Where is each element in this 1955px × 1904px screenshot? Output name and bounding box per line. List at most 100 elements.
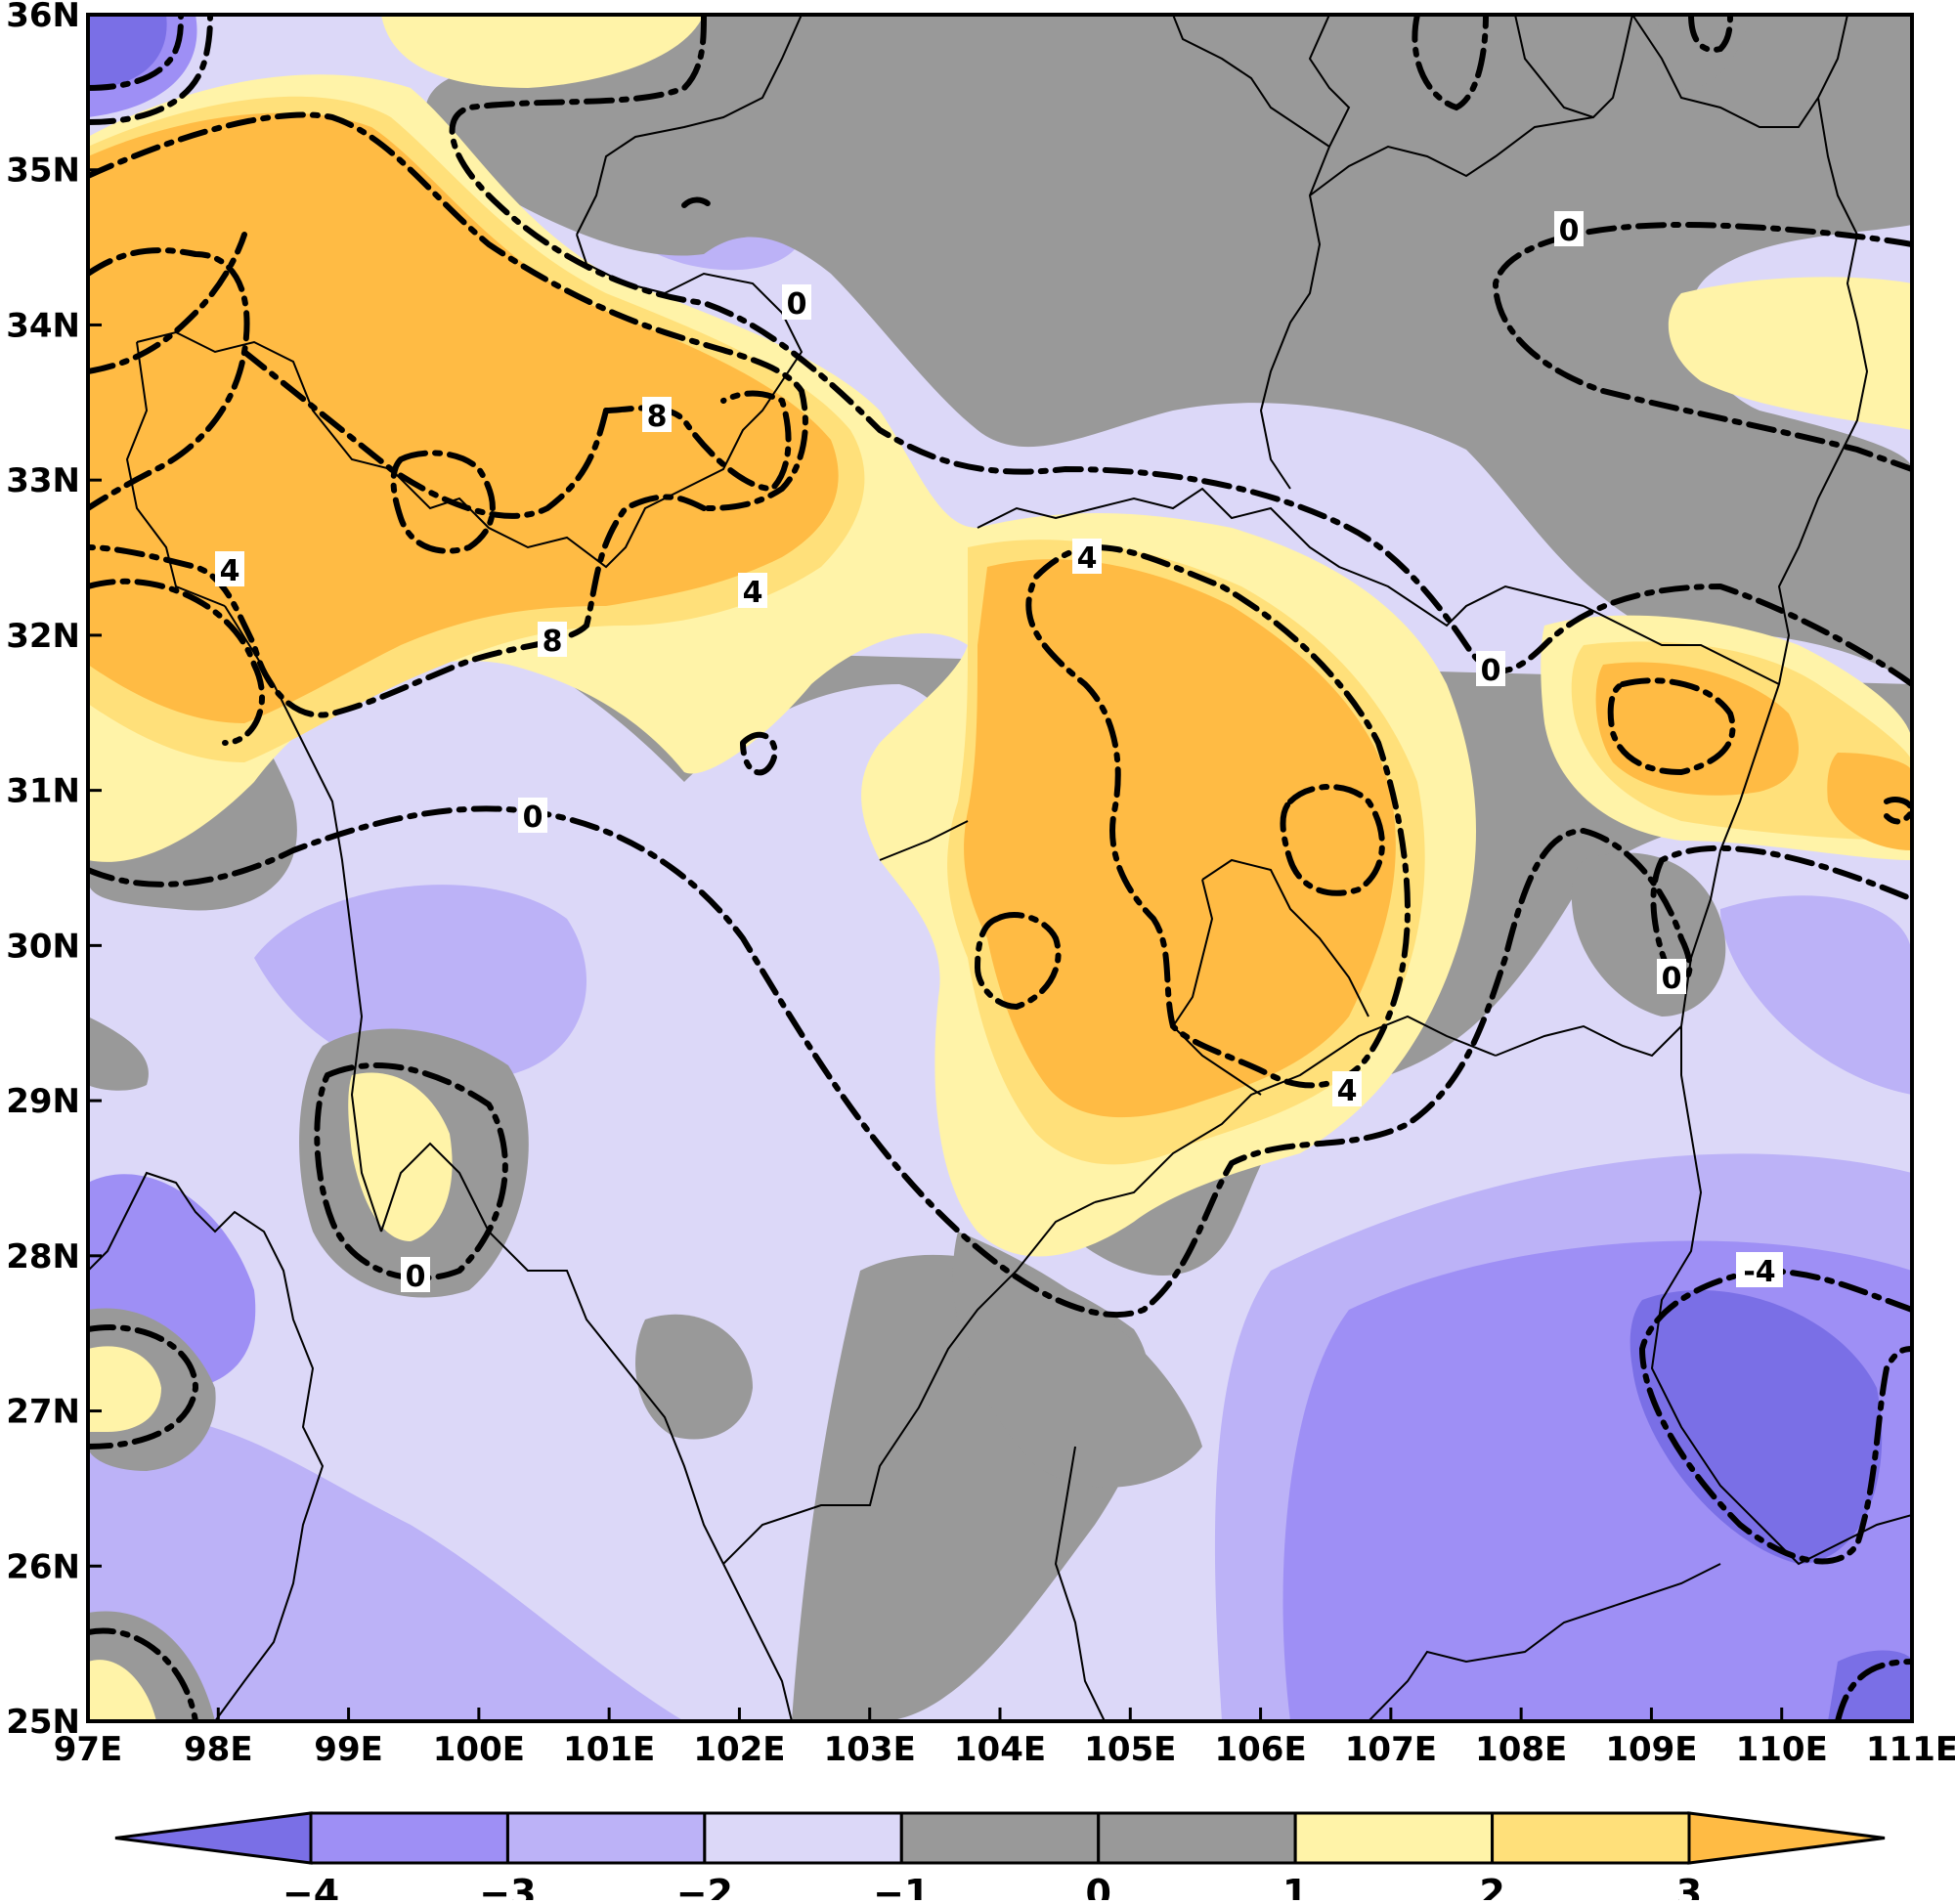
contour-label-box [782, 284, 811, 320]
boundary-line [1368, 1563, 1721, 1721]
y-tick-label: 32N [6, 617, 80, 656]
contour-label-box [1554, 211, 1584, 246]
x-tick-label: 103E [824, 1730, 916, 1769]
y-tick-label: 34N [6, 306, 80, 345]
colorbar-label: 3 [1676, 1872, 1702, 1900]
colorbar-label: 0 [1085, 1872, 1110, 1900]
field-region-light-yellow [1668, 277, 1912, 430]
colorbar-label: 1 [1282, 1872, 1308, 1900]
boundary-line [576, 15, 803, 236]
y-tick-label: 29N [6, 1082, 80, 1121]
contour-label: 0 [1662, 962, 1682, 996]
contour-label-box [1736, 1252, 1783, 1287]
boundary-line [1631, 15, 1819, 128]
y-tick-label: 33N [6, 461, 80, 500]
boundary-line [1495, 15, 1869, 1058]
boundary-line [977, 487, 1585, 627]
x-tick-label: 105E [1084, 1730, 1176, 1769]
boundary-line [1201, 858, 1369, 1017]
colorbar-label: 2 [1479, 1872, 1504, 1900]
contour-label: 8 [543, 625, 563, 659]
contour-label-box [642, 397, 672, 432]
colorbar-swatch [703, 1811, 903, 1865]
contour-label: 4 [1077, 541, 1098, 576]
boundary-line [722, 1563, 793, 1721]
contour-line [88, 1627, 198, 1721]
colorbar-extend-low [114, 1811, 313, 1865]
contour-line [390, 450, 496, 554]
field-region-gray [635, 1314, 753, 1440]
contour-line-zero [314, 1062, 508, 1281]
field-region-gray [88, 1017, 149, 1091]
boundary-line [136, 234, 804, 569]
boundary-line [1259, 15, 1351, 490]
contour-line [1835, 1659, 1912, 1721]
x-axis: 97E 98E 99E 100E 101E 102E 103E 104E 105E 106E 107… [54, 1708, 1955, 1769]
y-tick-label: 30N [6, 927, 80, 966]
contour-line-four [88, 494, 707, 718]
contour-label-box [738, 573, 767, 608]
x-tick-label: 97E [54, 1730, 123, 1769]
field-region-orange [1595, 662, 1799, 796]
contour-label-box [538, 622, 567, 657]
contour-label: 4 [220, 554, 240, 588]
boundary-line [1054, 1446, 1106, 1721]
contour-label-box [401, 1257, 430, 1292]
contour-line [88, 15, 184, 91]
y-tick-label: 35N [6, 151, 80, 191]
contour-label: 0 [523, 801, 543, 835]
x-tick-label: 100E [433, 1730, 525, 1769]
colorbar-label: −4 [282, 1872, 339, 1900]
colorbar: −4 −3 −2 −1 0 1 2 3 [114, 1811, 1886, 1904]
y-tick-label: 31N [6, 772, 80, 811]
contour-label-box [1072, 539, 1102, 574]
contour-label: 0 [1559, 214, 1580, 248]
contour-line-four [88, 111, 808, 511]
contour-line [1412, 15, 1489, 111]
filled-contour-field [88, 15, 1912, 1721]
x-tick-label: 106E [1214, 1730, 1306, 1769]
x-tick-label: 104E [954, 1730, 1046, 1769]
colorbar-swatch [899, 1811, 1101, 1865]
boundary-line [1583, 605, 1780, 685]
boundary-line [125, 341, 226, 607]
contour-line-zero [1650, 844, 1912, 980]
y-tick-label: 36N [6, 0, 80, 35]
boundary-line [1094, 1015, 1497, 1203]
field-region-gray [952, 1232, 1202, 1488]
field-region-orange [1827, 753, 1912, 850]
field-region-lavender [88, 1416, 684, 1721]
province-boundaries [88, 15, 1912, 1721]
colorbar-swatch [505, 1811, 707, 1865]
field-region-light-yellow [348, 1072, 453, 1241]
contour-line [974, 912, 1062, 1011]
x-tick-label: 99E [314, 1730, 383, 1769]
contour-label: 0 [1481, 654, 1501, 688]
colorbar-swatch [1491, 1811, 1691, 1865]
boundary-line [1650, 1026, 1912, 1566]
contour-line [1884, 797, 1912, 825]
colorbar-extend-high [1687, 1811, 1886, 1865]
contour-line-zero [449, 15, 1912, 687]
x-tick-label: 110E [1736, 1730, 1828, 1769]
y-axis: 25N 26N 27N 28N 29N 30N 31N 32N 33N 34N 35N 36N [6, 0, 102, 1742]
contour-label-box [1476, 651, 1505, 686]
field-region-orange [88, 112, 839, 724]
contour-label: 0 [406, 1260, 426, 1294]
field-region-lavender [254, 885, 586, 1081]
contour-line [1688, 15, 1733, 53]
contour-label-box [1332, 1071, 1362, 1106]
y-tick-label: 27N [6, 1393, 80, 1432]
field-region-dark-purple [88, 15, 167, 88]
boundary-line [1172, 15, 1330, 148]
field-region-lavender [1720, 895, 1912, 1095]
contour-lines [88, 15, 1912, 1721]
colorbar-label: −1 [873, 1872, 930, 1900]
colorbar-swatch [1293, 1811, 1495, 1865]
boundary-line [224, 605, 382, 1233]
contour-line [681, 196, 717, 213]
x-tick-label: 107E [1345, 1730, 1437, 1769]
field-region-dark-purple [1828, 1650, 1912, 1721]
